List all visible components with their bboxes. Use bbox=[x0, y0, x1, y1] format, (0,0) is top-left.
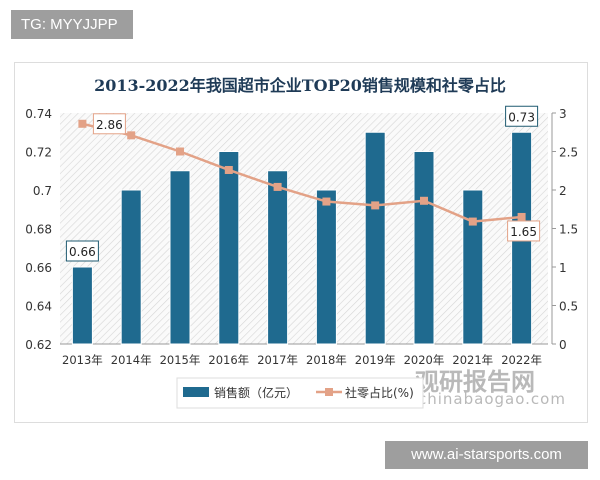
y-left-tick: 0.74 bbox=[25, 107, 52, 121]
legend-line-marker bbox=[325, 388, 333, 396]
data-label-box bbox=[505, 105, 539, 127]
legend-bar-swatch bbox=[183, 387, 209, 397]
y-right-tick: 2.5 bbox=[559, 146, 578, 160]
x-tick: 2022年 bbox=[501, 353, 542, 367]
y-right-tick: 0 bbox=[559, 338, 567, 352]
y-right-tick: 2 bbox=[559, 184, 567, 198]
site-watermark: www.ai-starsports.com bbox=[385, 441, 588, 469]
data-label: 0.66 bbox=[69, 245, 96, 259]
bar bbox=[71, 266, 93, 345]
y-right-tick: 3 bbox=[559, 107, 567, 121]
line-marker bbox=[224, 165, 233, 174]
tg-badge: TG: MYYJJPP bbox=[11, 10, 133, 39]
y-right-tick: 1 bbox=[559, 261, 567, 275]
legend-line-label: 社零占比(%) bbox=[345, 385, 414, 400]
x-tick: 2017年 bbox=[257, 353, 298, 367]
bar bbox=[315, 189, 337, 345]
line-marker bbox=[322, 197, 331, 206]
y-right-tick: 0.5 bbox=[559, 300, 578, 314]
bar bbox=[169, 170, 191, 345]
line-marker bbox=[273, 182, 282, 191]
line-marker bbox=[78, 119, 87, 128]
bar bbox=[218, 151, 240, 345]
bar bbox=[364, 131, 386, 345]
line-marker bbox=[517, 212, 526, 221]
line-marker bbox=[420, 196, 428, 205]
x-tick: 2014年 bbox=[111, 353, 152, 367]
logo-watermark-domain: chinabaogao.com bbox=[418, 390, 566, 408]
y-left-tick: 0.7 bbox=[33, 184, 52, 198]
data-label: 0.73 bbox=[508, 110, 535, 124]
legend-bar-label: 销售额（亿元） bbox=[214, 385, 298, 400]
logo-watermark: 观研报告网 bbox=[415, 368, 535, 396]
bar bbox=[267, 170, 289, 345]
x-tick: 2016年 bbox=[208, 353, 249, 367]
line-series bbox=[82, 122, 522, 223]
x-tick: 2013年 bbox=[62, 353, 103, 367]
data-label-box bbox=[92, 113, 126, 135]
y-right-tick: 1.5 bbox=[559, 223, 578, 237]
bar bbox=[120, 189, 142, 345]
data-label-box bbox=[65, 240, 99, 262]
y-left-tick: 0.72 bbox=[25, 146, 52, 160]
x-tick: 2019年 bbox=[355, 353, 396, 367]
line-marker bbox=[127, 131, 136, 140]
bar bbox=[413, 151, 435, 345]
chart-frame bbox=[14, 62, 588, 423]
chart-title: 2013-2022年我国超市企业TOP20销售规模和社零占比 bbox=[94, 76, 506, 95]
data-label-box bbox=[507, 220, 541, 242]
x-tick: 2018年 bbox=[306, 353, 347, 367]
legend bbox=[176, 377, 424, 409]
y-left-tick: 0.62 bbox=[25, 338, 52, 352]
line-marker bbox=[176, 147, 184, 156]
line-marker bbox=[468, 217, 477, 226]
y-left-tick: 0.64 bbox=[25, 300, 52, 314]
line-marker bbox=[371, 201, 380, 210]
data-label: 1.65 bbox=[510, 225, 537, 239]
data-label: 2.86 bbox=[96, 118, 123, 132]
y-left-tick: 0.68 bbox=[25, 223, 52, 237]
y-left-tick: 0.66 bbox=[25, 261, 52, 275]
x-tick: 2021年 bbox=[452, 353, 493, 367]
x-tick: 2015年 bbox=[160, 353, 201, 367]
x-tick: 2020年 bbox=[404, 353, 445, 367]
bar bbox=[462, 189, 484, 345]
